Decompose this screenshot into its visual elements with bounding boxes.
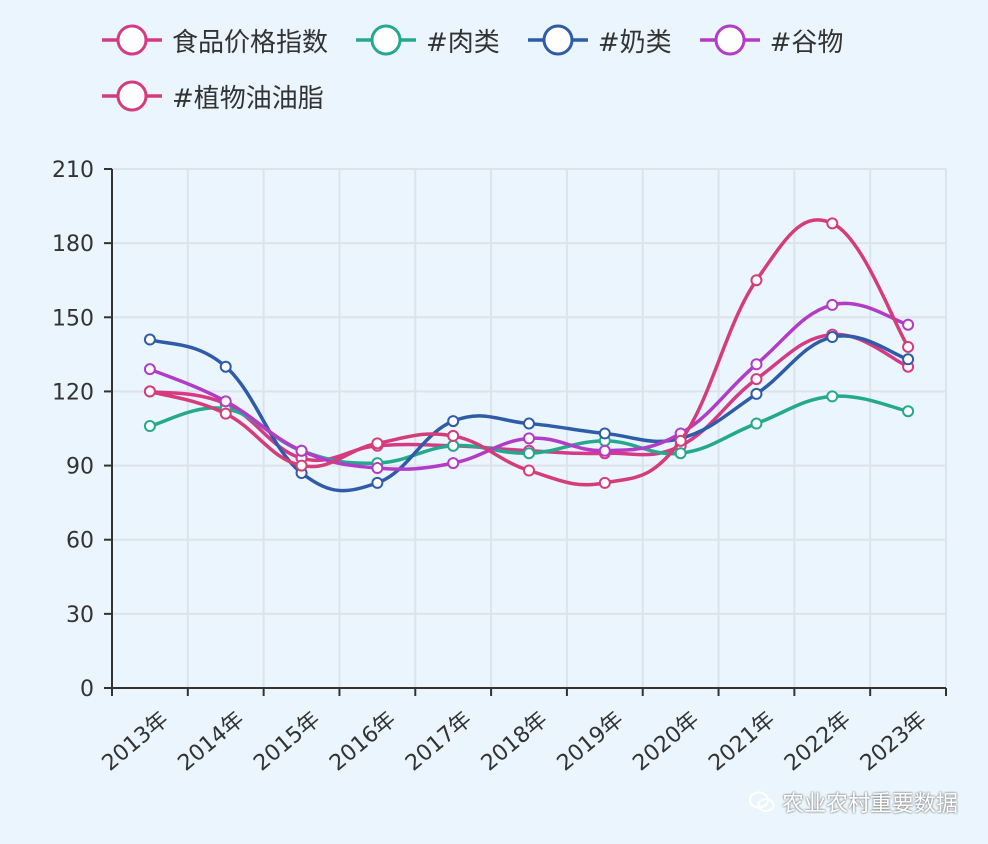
x-tick-label: 2014年 [174,707,250,776]
legend-marker-icon [527,24,588,56]
watermark-text: 农业农村重要数据 [781,792,958,817]
data-point [143,333,156,346]
data-point [219,407,232,420]
data-point [143,420,156,433]
legend-label: 食品价格指数 [172,27,329,58]
x-tick-label: 2017年 [401,707,477,776]
x-tick-label: 2023年 [856,707,932,776]
legend: 食品价格指数 #肉类 #奶类 #谷物 #植物油油脂 [100,22,960,114]
x-tick-label: 2018年 [477,707,553,776]
data-point [826,217,839,230]
data-point [750,387,763,400]
data-point [371,462,384,475]
data-point [902,340,915,353]
data-point [219,360,232,373]
legend-label: #植物油油脂 [172,83,324,114]
legend-label: #奶类 [597,27,672,58]
x-tick-label: 2022年 [780,707,856,776]
legend-item[interactable]: 食品价格指数 [100,22,328,58]
data-point [371,476,384,489]
y-tick-label: 180 [52,232,94,257]
legend-marker-icon [699,24,760,56]
data-point [295,444,308,457]
data-point [750,417,763,430]
legend-item[interactable]: #肉类 [354,22,500,58]
y-tick-label: 0 [80,677,94,702]
x-tick-label: 2019年 [553,707,629,776]
legend-item[interactable]: #奶类 [526,22,672,58]
x-tick-label: 2015年 [249,707,325,776]
y-tick-label: 90 [66,455,94,480]
wechat-icon [748,791,775,812]
data-point [598,476,611,489]
data-point [750,373,763,386]
legend-label: #肉类 [426,27,500,58]
data-point [598,427,611,440]
data-point [143,385,156,398]
y-tick-label: 210 [52,158,94,183]
data-point [523,447,535,460]
data-point [523,432,535,445]
legend-marker-icon [102,24,162,56]
data-point [902,353,915,366]
data-point [447,457,460,470]
legend-label: #谷物 [769,27,844,58]
data-point [219,395,232,408]
data-point [902,318,915,331]
data-point [674,447,687,460]
x-tick-label: 2020年 [628,707,704,776]
data-point [750,274,763,287]
data-point [143,363,156,376]
series-line [149,218,910,487]
data-point [523,417,535,430]
y-tick-label: 60 [66,529,94,554]
data-point [371,437,384,450]
series-5 [143,217,915,489]
data-point [826,390,839,403]
data-point [447,439,460,452]
data-point [902,405,915,418]
data-point [447,429,460,442]
data-point [674,434,687,447]
x-tick-label: 2016年 [325,707,401,776]
x-tick-label: 2021年 [704,707,780,776]
data-point [750,358,763,371]
y-tick-label: 150 [52,306,94,331]
series-4 [143,298,915,475]
legend-marker-icon [356,24,417,56]
x-tick-label: 2013年 [98,707,174,776]
y-tick-label: 120 [52,380,94,405]
data-point [523,464,535,477]
data-point [295,459,308,472]
watermark: 农业农村重要数据 [748,786,958,818]
data-point [826,298,839,311]
legend-item[interactable]: #植物油油脂 [100,78,324,114]
data-point [826,331,839,344]
data-point [447,415,460,428]
y-tick-label: 30 [66,603,94,628]
legend-marker-icon [102,80,162,112]
data-point [598,444,611,457]
legend-item[interactable]: #谷物 [698,22,844,58]
